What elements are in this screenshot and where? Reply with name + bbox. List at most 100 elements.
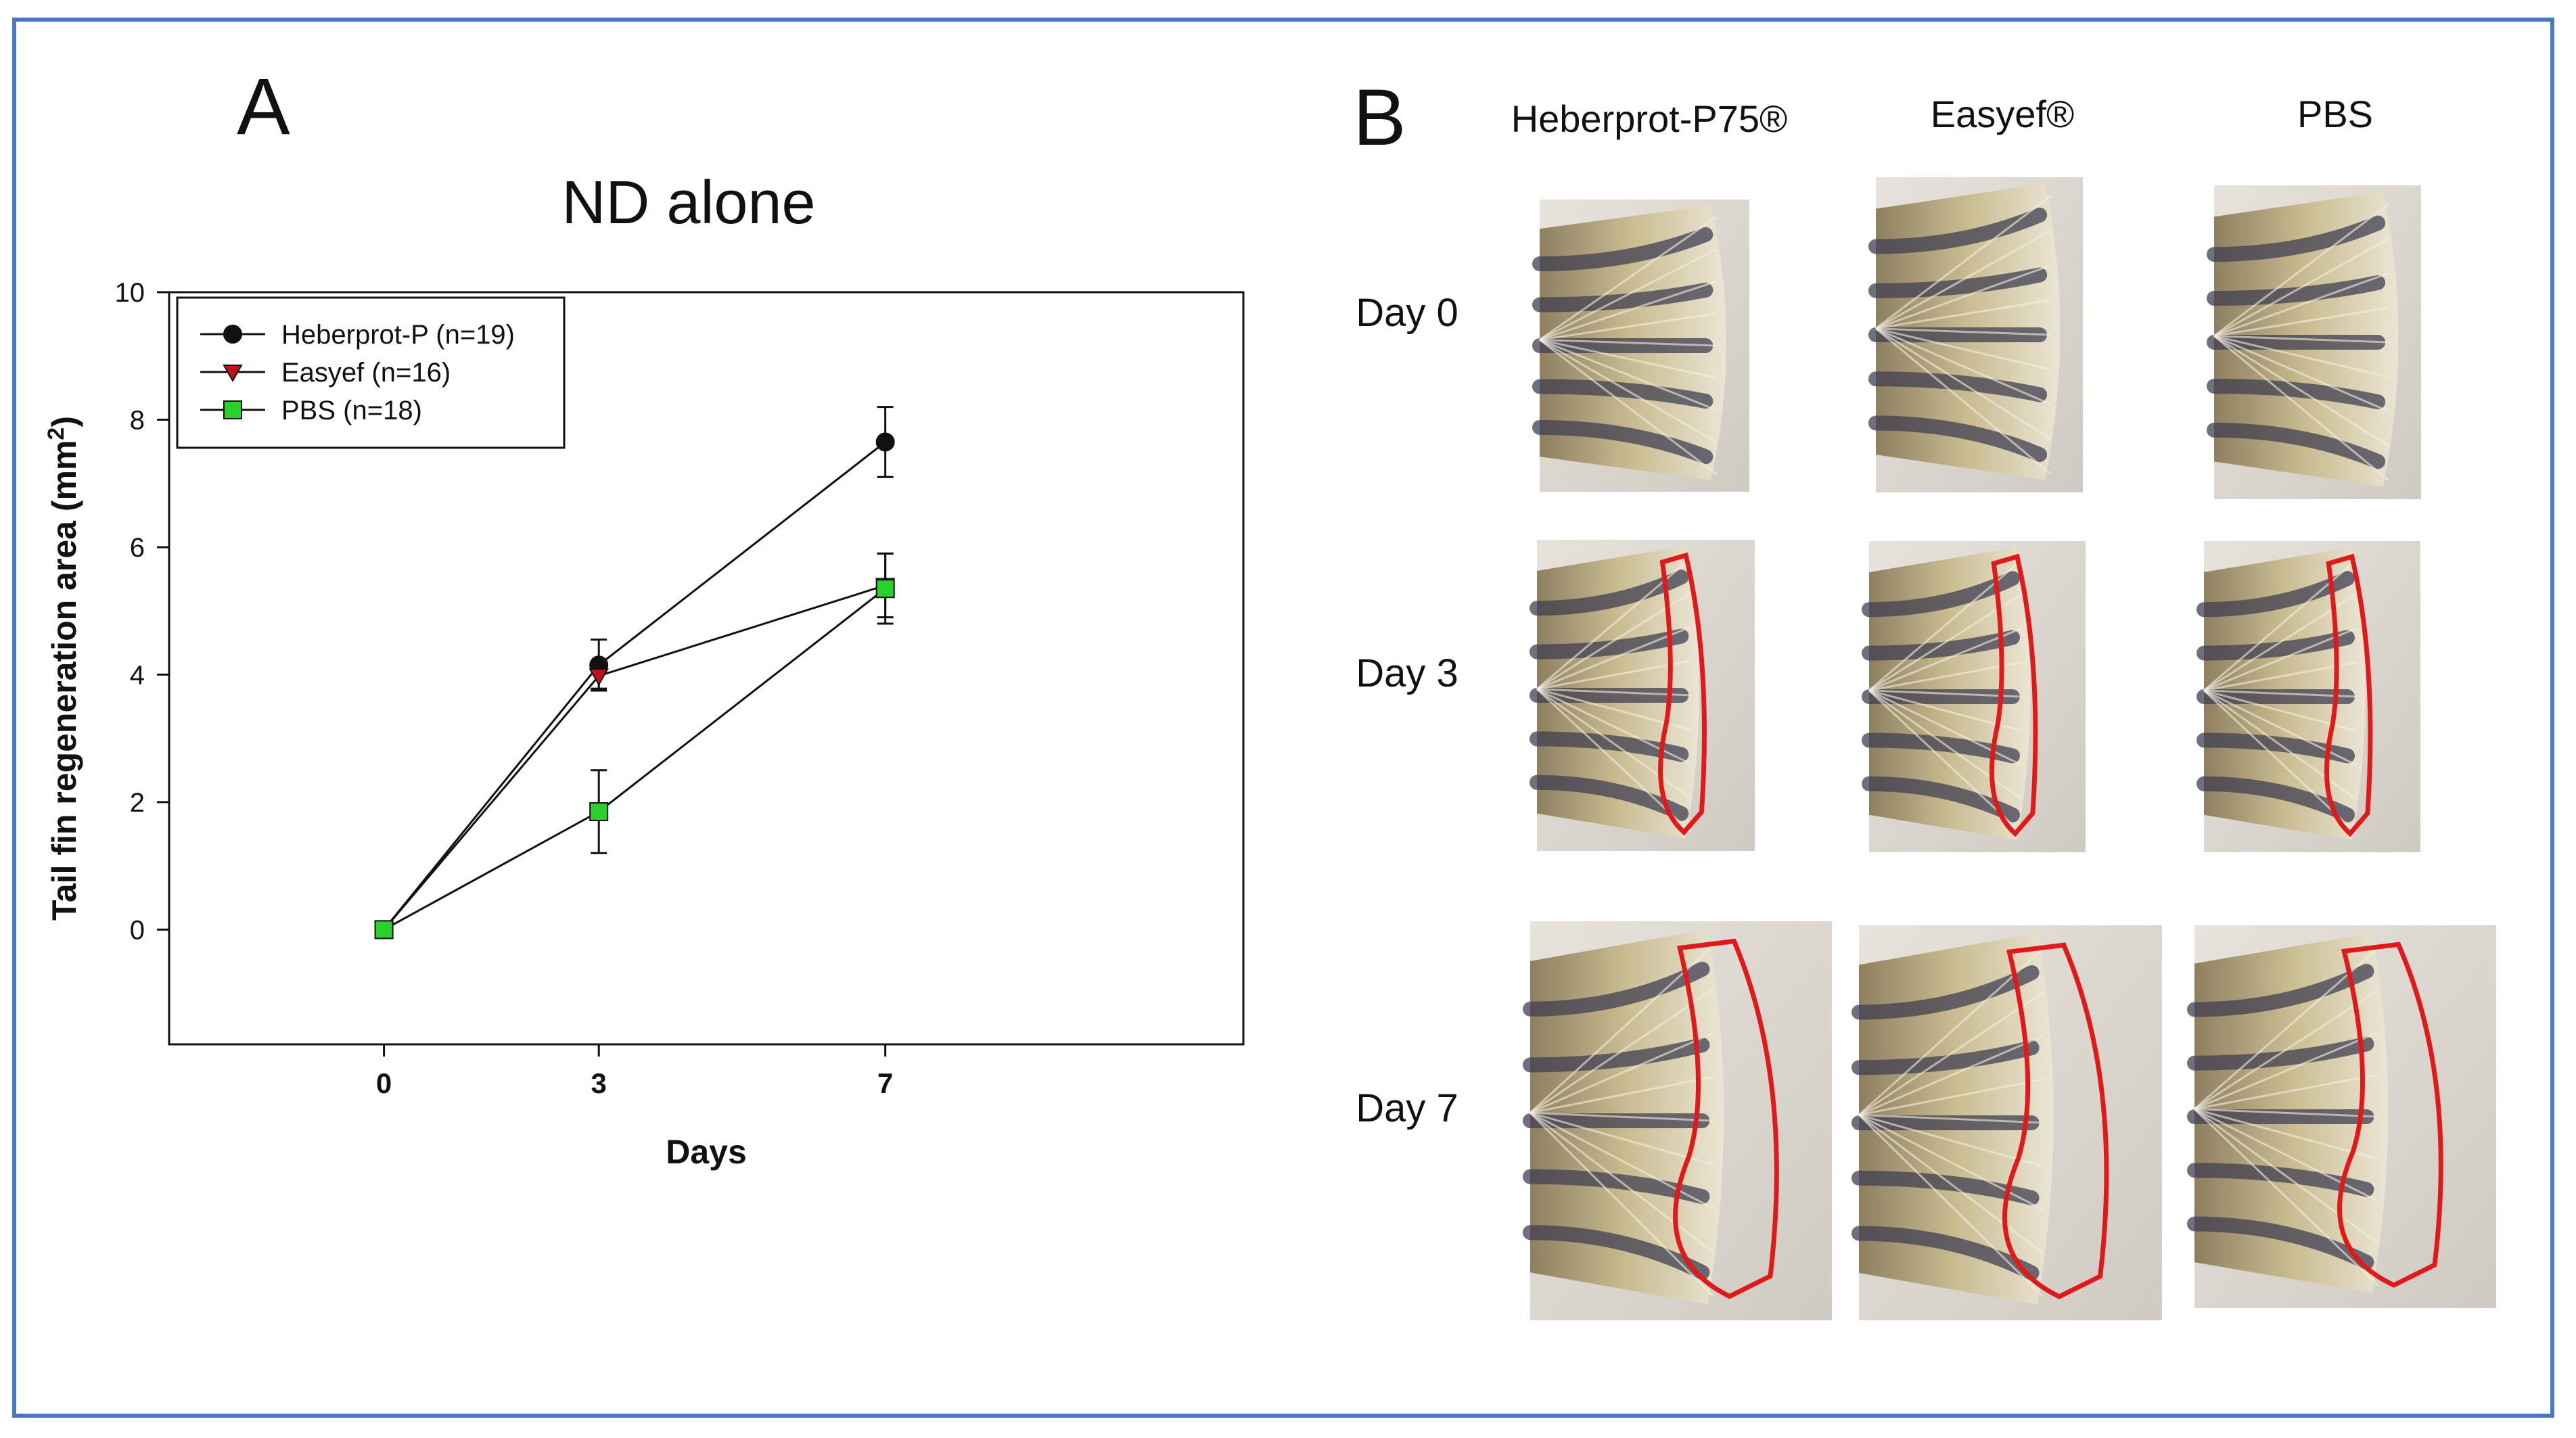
fin-ray — [1868, 593, 2023, 692]
fin-ray — [1530, 1075, 1714, 1114]
fin-ray — [2203, 627, 2358, 692]
fin-stripe — [1532, 419, 1714, 465]
data-markers — [373, 432, 896, 940]
fin-ray — [2194, 1031, 2378, 1111]
fin-stripe — [1523, 1225, 1710, 1280]
fin-ray — [2194, 947, 2378, 1110]
fin-ray — [2203, 689, 2358, 766]
fin-photo — [1862, 541, 2086, 852]
x-tick-label: 0 — [376, 1067, 392, 1099]
fin-ray — [1868, 689, 2023, 766]
fin-stripe — [1532, 227, 1714, 272]
fin-stripe — [1868, 415, 2048, 463]
x-tick-label: 7 — [877, 1067, 893, 1099]
regeneration-outline — [2324, 553, 2373, 837]
fin-ray — [1539, 338, 1717, 379]
column-headers: Heberprot-P75® Easyef® PBS — [1511, 93, 2373, 140]
series-line — [383, 441, 886, 931]
fin-stripe — [1530, 628, 1689, 659]
panel-b-label: B — [1353, 73, 1406, 162]
fin-ray — [2194, 1073, 2378, 1111]
fin-ray — [1875, 327, 2050, 336]
fin-stripe — [1523, 961, 1710, 1017]
y-tick-label: 10 — [115, 278, 145, 308]
row-labels: Day 0 Day 3 Day 7 — [1356, 291, 1458, 1130]
fin-photo — [2187, 925, 2496, 1308]
x-tick-label: 3 — [591, 1067, 607, 1099]
fin-stripe — [1852, 1226, 2040, 1280]
fin-stripe — [2207, 422, 2386, 469]
x-axis: 0 3 7 — [376, 1044, 893, 1099]
fin-ray — [1539, 339, 1718, 476]
fin-ray — [1858, 992, 2044, 1116]
fin-ray — [2203, 689, 2357, 698]
fin-stripe — [1852, 1040, 2040, 1075]
legend-marker — [223, 400, 242, 419]
data-point — [374, 920, 394, 940]
fin-ray — [1875, 327, 2051, 405]
fin-image-grid — [1523, 177, 2496, 1320]
legend-label: Easyef (n=16) — [281, 358, 451, 388]
legend-label: Heberprot-P (n=19) — [281, 320, 515, 350]
regeneration-outline — [1658, 552, 1707, 836]
fin-photo — [1523, 921, 1832, 1320]
fin-ray — [1529, 944, 1715, 1114]
fin-ray — [1858, 1078, 2044, 1116]
fin-ray — [1858, 1113, 2044, 1167]
fin-ray — [2194, 989, 2378, 1110]
fin-ray — [2203, 689, 2358, 801]
fin-ray — [2213, 306, 2389, 338]
fin-ray — [1539, 338, 1717, 347]
y-tick-label: 4 — [130, 660, 145, 690]
chart-title: ND alone — [561, 169, 815, 237]
fin-ray — [1858, 1035, 2044, 1116]
data-point — [589, 802, 609, 822]
plot-area — [168, 291, 1245, 1046]
fin-stripe — [2187, 963, 2374, 1017]
fin-stripe — [2196, 630, 2355, 661]
fin-ray — [2203, 661, 2358, 692]
fin-ray — [1858, 1113, 2044, 1124]
series-line — [383, 588, 886, 931]
fin-ray — [1536, 688, 1692, 799]
fin-stripe — [1868, 207, 2048, 254]
fin-ray — [1875, 327, 2051, 371]
fin-ray — [1530, 1111, 1714, 1210]
fin-stripe — [1532, 282, 1714, 312]
fin-stripe — [2207, 275, 2386, 306]
fin-ray — [1529, 1112, 1715, 1297]
fin-ray — [1539, 312, 1717, 341]
fin-ray — [1539, 338, 1717, 411]
fin-ray — [1536, 688, 1691, 697]
fin-ray — [2194, 1108, 2378, 1118]
fin-ray — [1539, 339, 1718, 443]
regeneration-outline — [1989, 553, 2038, 837]
fin-ray — [2213, 335, 2389, 447]
row-label: Day 7 — [1356, 1086, 1458, 1130]
y-axis: 0 2 4 6 8 10 — [115, 278, 169, 945]
fin-ray — [1868, 689, 2023, 801]
fin-ray — [2203, 593, 2358, 692]
fin-ray — [1858, 948, 2044, 1116]
fin-stripe — [1852, 965, 2040, 1020]
y-tick-label: 8 — [130, 405, 145, 435]
fin-ray — [1858, 1114, 2044, 1254]
fin-ray — [1539, 216, 1718, 341]
column-header: PBS — [2297, 93, 2373, 135]
fin-ray — [1868, 689, 2022, 698]
fin-photo — [1532, 200, 1749, 492]
legend: Heberprot-P (n=19) Easyef (n=16) PBS (n=18… — [176, 296, 566, 449]
fin-stripe — [1862, 630, 2020, 661]
fin-ray — [2213, 335, 2389, 378]
fin-ray — [2194, 1108, 2378, 1244]
fin-ray — [2213, 272, 2389, 338]
fin-ray — [1868, 661, 2023, 692]
fin-ray — [1536, 591, 1692, 691]
fin-ray — [1536, 626, 1691, 691]
row-label: Day 3 — [1356, 651, 1458, 695]
fin-ray — [1530, 988, 1714, 1114]
regeneration-outline — [2337, 942, 2443, 1288]
fin-ray — [1875, 327, 2051, 475]
fin-photo — [2207, 185, 2421, 499]
